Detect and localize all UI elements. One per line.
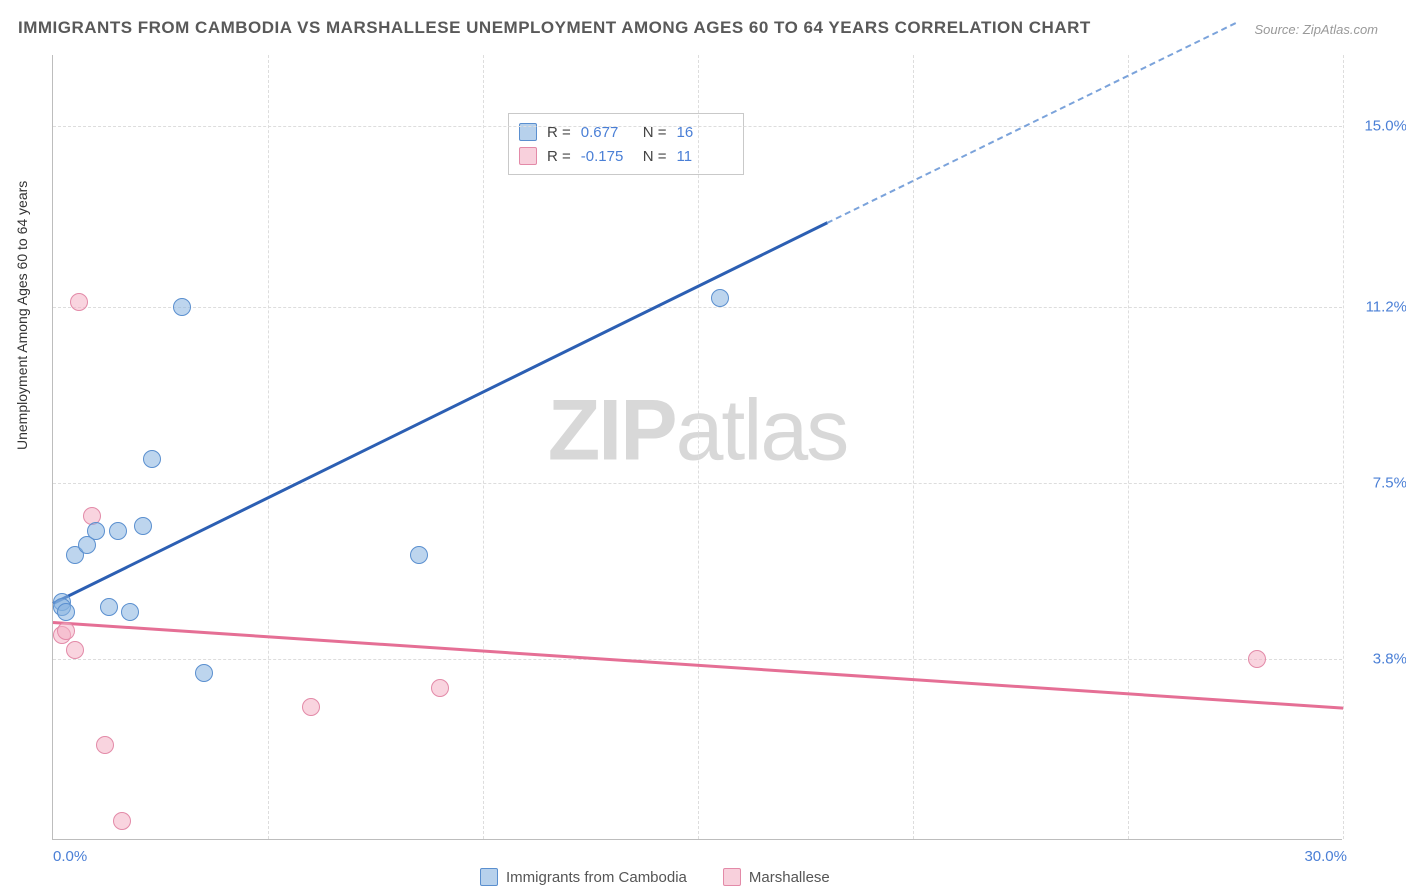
source-label: Source: ZipAtlas.com <box>1254 22 1378 37</box>
data-point <box>410 546 428 564</box>
x-tick-min: 0.0% <box>53 848 87 865</box>
data-point <box>96 736 114 754</box>
gridline-v <box>1343 55 1344 839</box>
gridline-v <box>913 55 914 839</box>
data-point <box>70 293 88 311</box>
y-tick-label: 7.5% <box>1373 475 1406 492</box>
y-tick-label: 11.2% <box>1366 299 1406 316</box>
x-tick-max: 30.0% <box>1304 848 1347 865</box>
r-label: R = <box>547 148 571 165</box>
watermark-light: atlas <box>676 383 848 479</box>
data-point <box>57 622 75 640</box>
legend-item-marshallese: Marshallese <box>723 868 830 886</box>
data-point <box>711 289 729 307</box>
legend-label: Immigrants from Cambodia <box>506 869 687 886</box>
gridline-v <box>268 55 269 839</box>
swatch-blue-icon <box>480 868 498 886</box>
watermark-bold: ZIP <box>548 383 676 479</box>
r-value-pink: -0.175 <box>581 148 633 165</box>
data-point <box>121 603 139 621</box>
legend-label: Marshallese <box>749 869 830 886</box>
data-point <box>431 679 449 697</box>
chart-container: IMMIGRANTS FROM CAMBODIA VS MARSHALLESE … <box>0 0 1406 892</box>
data-point <box>143 450 161 468</box>
y-tick-label: 15.0% <box>1364 118 1406 135</box>
trend-line <box>52 222 827 605</box>
gridline-v <box>483 55 484 839</box>
data-point <box>195 664 213 682</box>
n-value-pink: 11 <box>677 148 729 165</box>
data-point <box>57 603 75 621</box>
data-point <box>66 641 84 659</box>
data-point <box>173 298 191 316</box>
data-point <box>134 517 152 535</box>
trend-line <box>827 22 1236 224</box>
gridline-v <box>698 55 699 839</box>
data-point <box>1248 650 1266 668</box>
data-point <box>100 598 118 616</box>
data-point <box>302 698 320 716</box>
swatch-pink-icon <box>723 868 741 886</box>
series-legend: Immigrants from Cambodia Marshallese <box>480 868 830 886</box>
swatch-pink-icon <box>519 147 537 165</box>
legend-item-cambodia: Immigrants from Cambodia <box>480 868 687 886</box>
n-label: N = <box>643 148 667 165</box>
y-axis-label: Unemployment Among Ages 60 to 64 years <box>14 181 30 450</box>
chart-title: IMMIGRANTS FROM CAMBODIA VS MARSHALLESE … <box>18 18 1091 38</box>
data-point <box>87 522 105 540</box>
plot-area: ZIPatlas R = 0.677 N = 16 R = -0.175 N =… <box>52 55 1342 840</box>
data-point <box>113 812 131 830</box>
y-tick-label: 3.8% <box>1373 651 1406 668</box>
data-point <box>109 522 127 540</box>
correlation-legend: R = 0.677 N = 16 R = -0.175 N = 11 <box>508 113 744 175</box>
gridline-v <box>1128 55 1129 839</box>
